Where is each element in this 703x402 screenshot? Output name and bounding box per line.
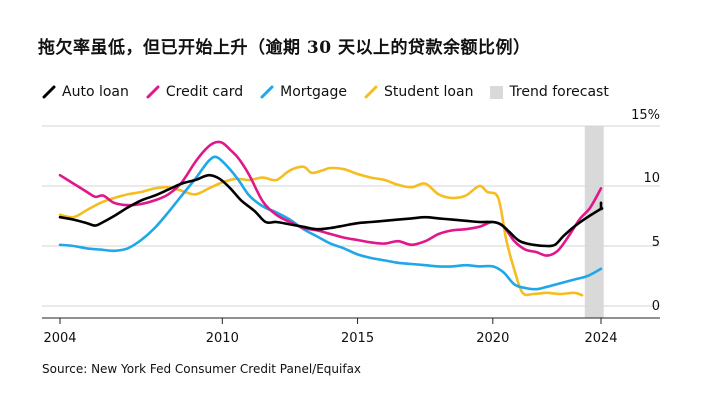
legend-item-auto-loan: Auto loan (42, 84, 129, 100)
legend-label: Trend forecast (509, 84, 609, 100)
series-line-mortgage (58, 155, 603, 291)
legend-label: Credit card (165, 84, 244, 100)
x-tick-label: 2024 (584, 331, 617, 346)
x-tick-label: 2010 (206, 331, 239, 346)
legend-item-mortgage: Mortgage (260, 84, 347, 100)
legend-swatch (364, 85, 378, 99)
series-line-student-loan (58, 165, 584, 297)
legend-label: Auto loan (62, 84, 129, 100)
legend-label: Student loan (383, 84, 474, 100)
source-note: Source: New York Fed Consumer Credit Pan… (42, 362, 362, 376)
legend-item-credit-card: Credit card (146, 84, 243, 100)
series-line-credit-card (58, 140, 603, 257)
chart-title: 拖欠率虽低，但已开始上升（逾期 30 天以上的贷款余额比例） (38, 38, 531, 58)
y-tick-label: 5 (652, 235, 660, 250)
x-tick-label: 2004 (43, 331, 76, 346)
y-tick-label: 10 (643, 171, 660, 186)
legend-swatch (146, 85, 160, 99)
series-line-auto-loan (58, 173, 604, 248)
y-tick-label: 15% (631, 108, 660, 123)
legend-label: Mortgage (280, 84, 347, 100)
legend-swatch (260, 85, 274, 99)
legend-swatch (490, 85, 504, 99)
legend-item-trend-forecast: Trend forecast (490, 84, 609, 100)
legend-swatch (42, 85, 56, 99)
forecast-band (584, 126, 604, 318)
y-tick-label: 0 (652, 299, 660, 314)
x-tick-label: 2020 (476, 331, 509, 346)
chart-legend: Auto loan Credit card Mortgage Student l… (42, 84, 626, 100)
x-tick-label: 2015 (341, 331, 374, 346)
legend-item-student-loan: Student loan (364, 84, 473, 100)
